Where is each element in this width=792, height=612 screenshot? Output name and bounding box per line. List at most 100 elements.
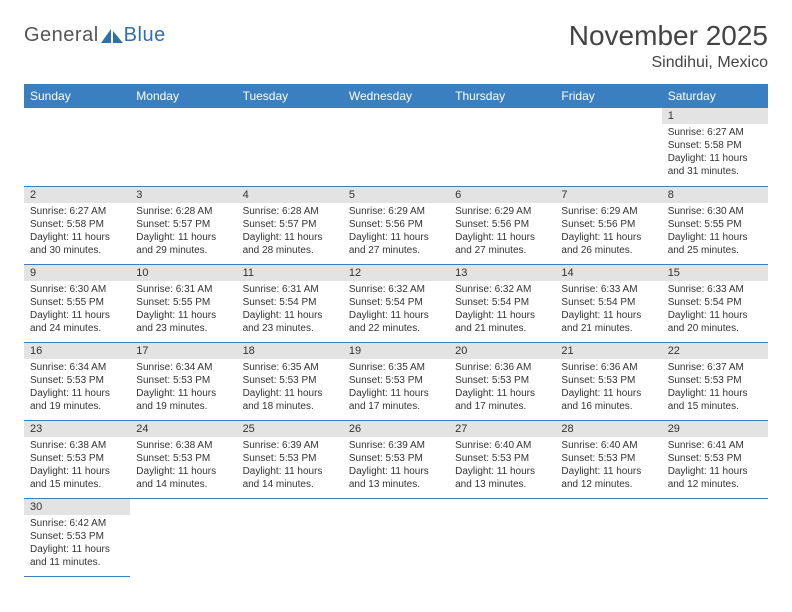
calendar-row: 16Sunrise: 6:34 AMSunset: 5:53 PMDayligh… [24, 342, 768, 420]
logo-sail-icon [101, 28, 123, 44]
day-body: Sunrise: 6:30 AMSunset: 5:55 PMDaylight:… [662, 203, 768, 261]
calendar-cell-empty [555, 108, 661, 186]
weekday-header: Thursday [449, 84, 555, 108]
day-number: 10 [130, 265, 236, 281]
calendar-cell: 12Sunrise: 6:32 AMSunset: 5:54 PMDayligh… [343, 264, 449, 342]
sunset-line: Sunset: 5:53 PM [455, 374, 549, 387]
day-body: Sunrise: 6:35 AMSunset: 5:53 PMDaylight:… [237, 359, 343, 417]
day-number: 22 [662, 343, 768, 359]
sunrise-line: Sunrise: 6:28 AM [136, 205, 230, 218]
weekday-header: Monday [130, 84, 236, 108]
daylight-line: Daylight: 11 hours and 21 minutes. [561, 309, 655, 335]
daylight-line: Daylight: 11 hours and 27 minutes. [455, 231, 549, 257]
sunset-line: Sunset: 5:54 PM [668, 296, 762, 309]
sunrise-line: Sunrise: 6:28 AM [243, 205, 337, 218]
calendar-cell: 27Sunrise: 6:40 AMSunset: 5:53 PMDayligh… [449, 420, 555, 498]
calendar-cell: 21Sunrise: 6:36 AMSunset: 5:53 PMDayligh… [555, 342, 661, 420]
sunset-line: Sunset: 5:53 PM [30, 374, 124, 387]
daylight-line: Daylight: 11 hours and 23 minutes. [243, 309, 337, 335]
day-body: Sunrise: 6:31 AMSunset: 5:54 PMDaylight:… [237, 281, 343, 339]
day-body: Sunrise: 6:33 AMSunset: 5:54 PMDaylight:… [662, 281, 768, 339]
day-number: 17 [130, 343, 236, 359]
daylight-line: Daylight: 11 hours and 29 minutes. [136, 231, 230, 257]
daylight-line: Daylight: 11 hours and 14 minutes. [136, 465, 230, 491]
sunset-line: Sunset: 5:54 PM [455, 296, 549, 309]
day-body: Sunrise: 6:41 AMSunset: 5:53 PMDaylight:… [662, 437, 768, 495]
calendar-cell: 28Sunrise: 6:40 AMSunset: 5:53 PMDayligh… [555, 420, 661, 498]
calendar-cell: 9Sunrise: 6:30 AMSunset: 5:55 PMDaylight… [24, 264, 130, 342]
sunrise-line: Sunrise: 6:42 AM [30, 517, 124, 530]
day-number: 12 [343, 265, 449, 281]
sunset-line: Sunset: 5:57 PM [136, 218, 230, 231]
calendar-cell: 15Sunrise: 6:33 AMSunset: 5:54 PMDayligh… [662, 264, 768, 342]
day-number: 28 [555, 421, 661, 437]
day-body: Sunrise: 6:38 AMSunset: 5:53 PMDaylight:… [24, 437, 130, 495]
calendar-row: 2Sunrise: 6:27 AMSunset: 5:58 PMDaylight… [24, 186, 768, 264]
daylight-line: Daylight: 11 hours and 12 minutes. [668, 465, 762, 491]
calendar-cell: 25Sunrise: 6:39 AMSunset: 5:53 PMDayligh… [237, 420, 343, 498]
sunrise-line: Sunrise: 6:38 AM [30, 439, 124, 452]
calendar-cell-empty [130, 498, 236, 576]
header: General Blue November 2025 Sindihui, Mex… [24, 20, 768, 72]
calendar-cell: 16Sunrise: 6:34 AMSunset: 5:53 PMDayligh… [24, 342, 130, 420]
calendar-cell-empty [449, 108, 555, 186]
sunset-line: Sunset: 5:54 PM [349, 296, 443, 309]
sunset-line: Sunset: 5:58 PM [30, 218, 124, 231]
day-number: 14 [555, 265, 661, 281]
calendar-row: 1Sunrise: 6:27 AMSunset: 5:58 PMDaylight… [24, 108, 768, 186]
calendar-cell: 4Sunrise: 6:28 AMSunset: 5:57 PMDaylight… [237, 186, 343, 264]
daylight-line: Daylight: 11 hours and 13 minutes. [349, 465, 443, 491]
calendar-cell: 29Sunrise: 6:41 AMSunset: 5:53 PMDayligh… [662, 420, 768, 498]
day-body: Sunrise: 6:35 AMSunset: 5:53 PMDaylight:… [343, 359, 449, 417]
title-block: November 2025 Sindihui, Mexico [569, 20, 768, 72]
weekday-header: Saturday [662, 84, 768, 108]
sunrise-line: Sunrise: 6:32 AM [455, 283, 549, 296]
daylight-line: Daylight: 11 hours and 13 minutes. [455, 465, 549, 491]
calendar-cell: 26Sunrise: 6:39 AMSunset: 5:53 PMDayligh… [343, 420, 449, 498]
sunrise-line: Sunrise: 6:30 AM [668, 205, 762, 218]
calendar-cell: 22Sunrise: 6:37 AMSunset: 5:53 PMDayligh… [662, 342, 768, 420]
logo: General Blue [24, 24, 166, 47]
sunset-line: Sunset: 5:53 PM [668, 452, 762, 465]
daylight-line: Daylight: 11 hours and 30 minutes. [30, 231, 124, 257]
sunrise-line: Sunrise: 6:29 AM [561, 205, 655, 218]
calendar-cell: 14Sunrise: 6:33 AMSunset: 5:54 PMDayligh… [555, 264, 661, 342]
sunset-line: Sunset: 5:56 PM [349, 218, 443, 231]
calendar-cell: 7Sunrise: 6:29 AMSunset: 5:56 PMDaylight… [555, 186, 661, 264]
day-body: Sunrise: 6:34 AMSunset: 5:53 PMDaylight:… [130, 359, 236, 417]
sunset-line: Sunset: 5:53 PM [561, 374, 655, 387]
calendar-cell: 1Sunrise: 6:27 AMSunset: 5:58 PMDaylight… [662, 108, 768, 186]
day-number: 13 [449, 265, 555, 281]
calendar-cell-empty [449, 498, 555, 576]
sunrise-line: Sunrise: 6:39 AM [243, 439, 337, 452]
day-body: Sunrise: 6:40 AMSunset: 5:53 PMDaylight:… [449, 437, 555, 495]
sunset-line: Sunset: 5:53 PM [136, 452, 230, 465]
sunset-line: Sunset: 5:53 PM [30, 530, 124, 543]
daylight-line: Daylight: 11 hours and 23 minutes. [136, 309, 230, 335]
calendar-cell: 23Sunrise: 6:38 AMSunset: 5:53 PMDayligh… [24, 420, 130, 498]
calendar-cell: 18Sunrise: 6:35 AMSunset: 5:53 PMDayligh… [237, 342, 343, 420]
day-number: 23 [24, 421, 130, 437]
day-number: 25 [237, 421, 343, 437]
calendar-cell: 19Sunrise: 6:35 AMSunset: 5:53 PMDayligh… [343, 342, 449, 420]
calendar-cell-empty [662, 498, 768, 576]
day-body: Sunrise: 6:32 AMSunset: 5:54 PMDaylight:… [343, 281, 449, 339]
day-body: Sunrise: 6:38 AMSunset: 5:53 PMDaylight:… [130, 437, 236, 495]
location: Sindihui, Mexico [569, 54, 768, 72]
sunrise-line: Sunrise: 6:37 AM [668, 361, 762, 374]
calendar-cell: 17Sunrise: 6:34 AMSunset: 5:53 PMDayligh… [130, 342, 236, 420]
sunset-line: Sunset: 5:55 PM [136, 296, 230, 309]
day-number: 2 [24, 187, 130, 203]
calendar-row: 30Sunrise: 6:42 AMSunset: 5:53 PMDayligh… [24, 498, 768, 576]
day-number: 9 [24, 265, 130, 281]
sunrise-line: Sunrise: 6:36 AM [455, 361, 549, 374]
sunset-line: Sunset: 5:53 PM [243, 452, 337, 465]
sunset-line: Sunset: 5:58 PM [668, 139, 762, 152]
weekday-header: Sunday [24, 84, 130, 108]
day-body: Sunrise: 6:42 AMSunset: 5:53 PMDaylight:… [24, 515, 130, 573]
day-body: Sunrise: 6:28 AMSunset: 5:57 PMDaylight:… [237, 203, 343, 261]
weekday-header: Tuesday [237, 84, 343, 108]
calendar-cell-empty [130, 108, 236, 186]
daylight-line: Daylight: 11 hours and 22 minutes. [349, 309, 443, 335]
sunrise-line: Sunrise: 6:33 AM [561, 283, 655, 296]
